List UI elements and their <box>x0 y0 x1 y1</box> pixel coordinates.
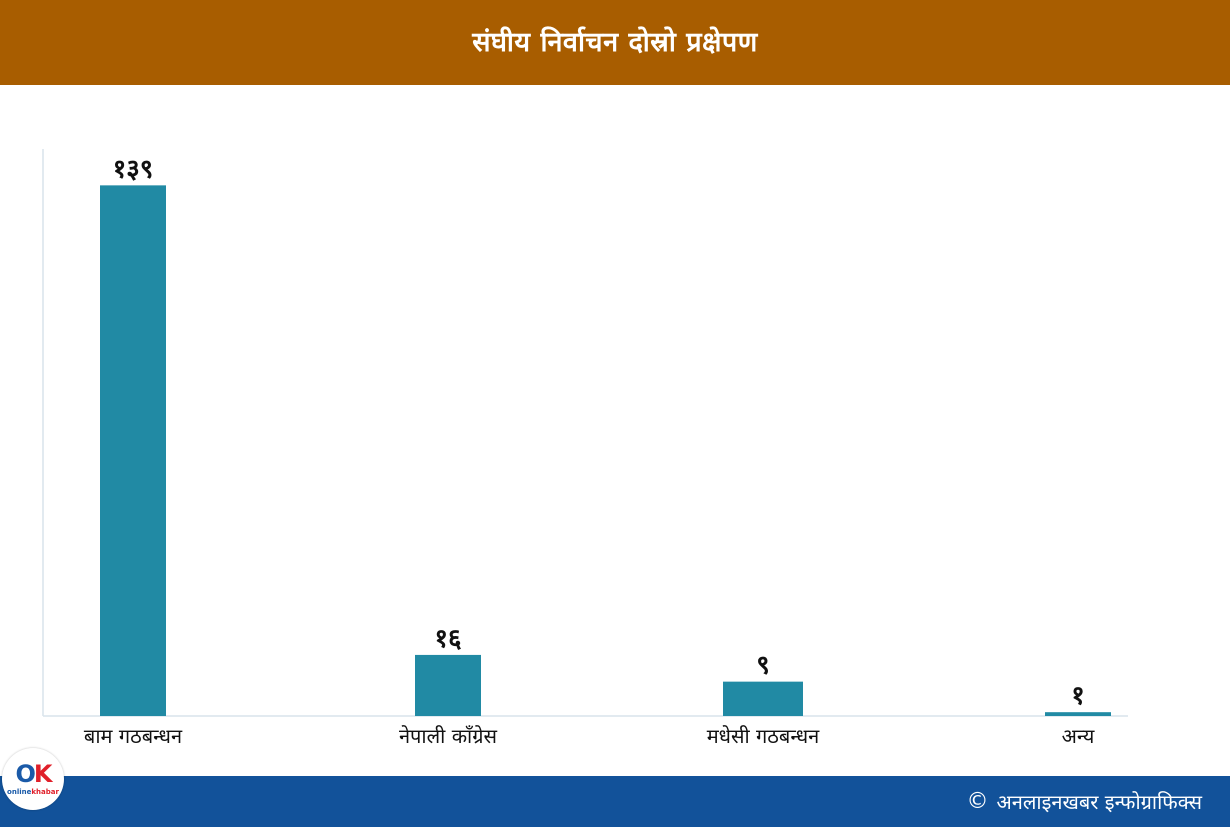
chart-title: संघीय निर्वाचन दोस्रो प्रक्षेपण <box>472 27 758 58</box>
bar-value-label-1: १३९ <box>113 154 154 184</box>
bar-value-label-4: १ <box>1071 681 1085 711</box>
header-banner: संघीय निर्वाचन दोस्रो प्रक्षेपण <box>0 0 1230 85</box>
category-label-3: मधेसी गठबन्धन <box>707 724 820 748</box>
bar-4 <box>1045 712 1111 716</box>
bar-value-label-2: १६ <box>434 624 461 654</box>
footer-credit: © अनलाइनखबर इन्फोग्राफिक्स <box>966 788 1202 815</box>
logo-wordmark: onlinekhabar <box>7 788 59 796</box>
bar-2 <box>415 654 481 716</box>
footer-bar: © अनलाइनखबर इन्फोग्राफिक्स <box>0 776 1230 827</box>
copyright-icon: © <box>966 788 989 814</box>
footer-credit-text: अनलाइनखबर इन्फोग्राफिक्स <box>996 790 1202 814</box>
logo-mark: OK <box>15 760 52 788</box>
bar-value-label-3: ९ <box>756 651 770 681</box>
bar-1 <box>100 185 166 717</box>
category-label-4: अन्य <box>1062 724 1095 748</box>
onlinekhabar-logo: OK onlinekhabar <box>2 748 64 810</box>
category-label-1: बाम गठबन्धन <box>84 724 183 748</box>
bar-chart: १३९ बाम गठबन्धन १६ नेपाली काँग्रेस ९ मधेसी गठ… <box>42 149 1128 748</box>
category-label-2: नेपाली काँग्रेस <box>399 724 498 748</box>
bar-3 <box>723 681 803 716</box>
